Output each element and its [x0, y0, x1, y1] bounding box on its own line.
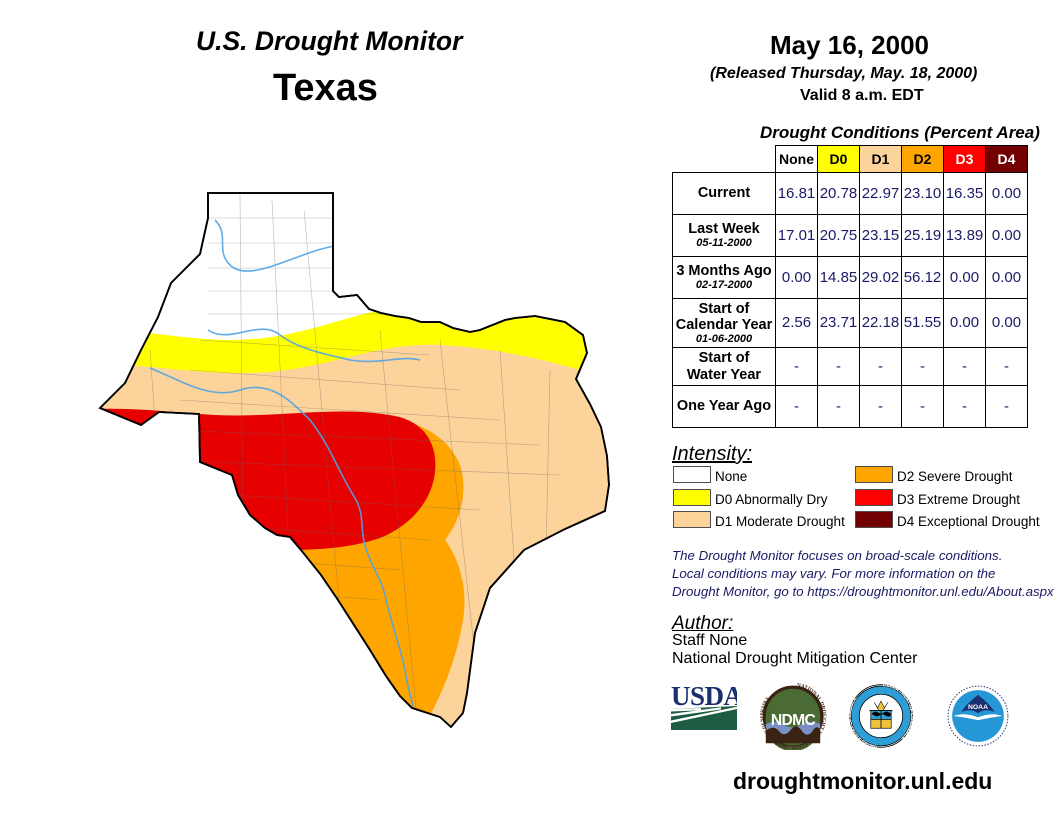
- svg-text:NDMC: NDMC: [771, 712, 816, 729]
- svg-text:NOAA: NOAA: [968, 704, 988, 711]
